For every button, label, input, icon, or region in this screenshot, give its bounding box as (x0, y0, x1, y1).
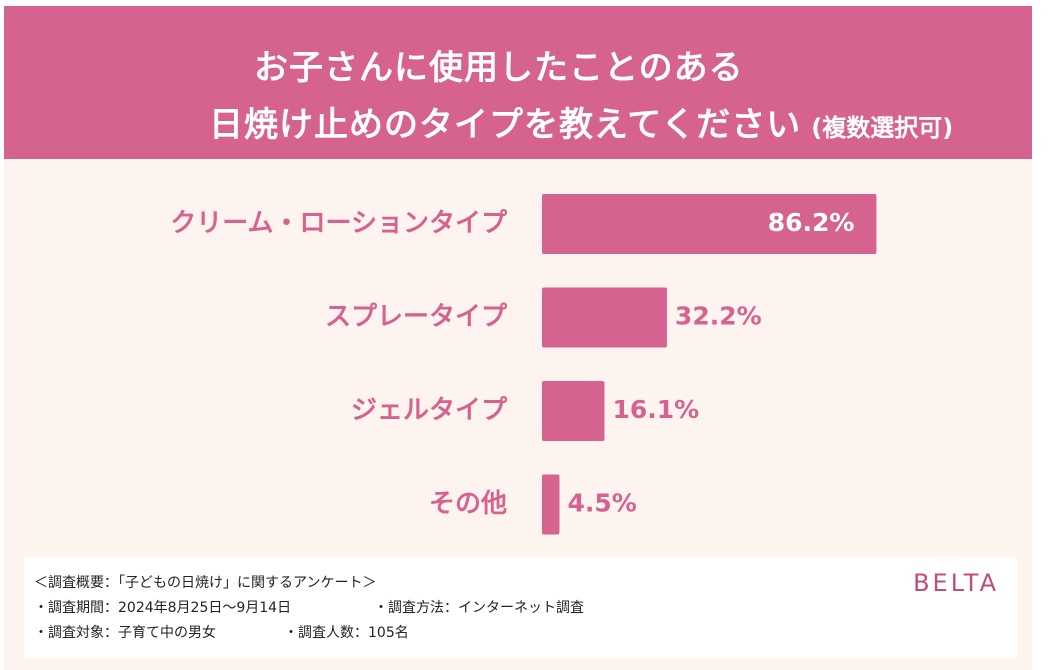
survey-row-2: ・調査対象：子育て中の男女 ・調査人数：105名 (34, 622, 409, 642)
category-label: ジェルタイプ (351, 396, 508, 426)
brand-logo: BELTA (913, 569, 999, 597)
value-label: 86.2% (768, 208, 855, 237)
bar (542, 287, 667, 348)
bar (542, 194, 877, 254)
value-label: 32.2% (675, 302, 762, 331)
title-line-2: 日焼け止めのタイプを教えてください (複数選択可) (209, 97, 953, 146)
value-label: 16.1% (612, 395, 699, 424)
survey-row-1: ・調査期間：2024年8月25日〜9月14日 ・調査方法：インターネット調査 (34, 597, 584, 617)
title-line-2-text: 日焼け止めのタイプを教えてください (209, 105, 802, 145)
bar-chart: クリーム・ローションタイプ 86.2% スプレータイプ 32.2% ジェルタイプ 16.1… (170, 194, 877, 535)
survey-method: ・調査方法：インターネット調査 (374, 600, 584, 616)
title-line-1: お子さんに使用したことのある (254, 48, 744, 88)
survey-note: ＜調査概要：「子どもの日焼け」に関するアンケート＞ ・調査期間：2024年8月2… (24, 557, 1017, 658)
category-label: スプレータイプ (325, 302, 508, 332)
survey-count: ・調査人数：105名 (284, 625, 409, 641)
value-label: 4.5% (567, 489, 636, 518)
bar (542, 381, 605, 441)
survey-heading: ＜調査概要：「子どもの日焼け」に関するアンケート＞ (34, 575, 377, 591)
title-note: (複数選択可) (811, 114, 954, 142)
survey-target: ・調査対象：子育て中の男女 (34, 625, 216, 641)
category-label: その他 (429, 489, 507, 519)
bar (542, 474, 560, 535)
title-banner: お子さんに使用したことのある 日焼け止めのタイプを教えてください (複数選択可) (4, 6, 1032, 159)
survey-period: ・調査期間：2024年8月25日〜9月14日 (34, 600, 292, 616)
category-label: クリーム・ローションタイプ (170, 209, 508, 239)
